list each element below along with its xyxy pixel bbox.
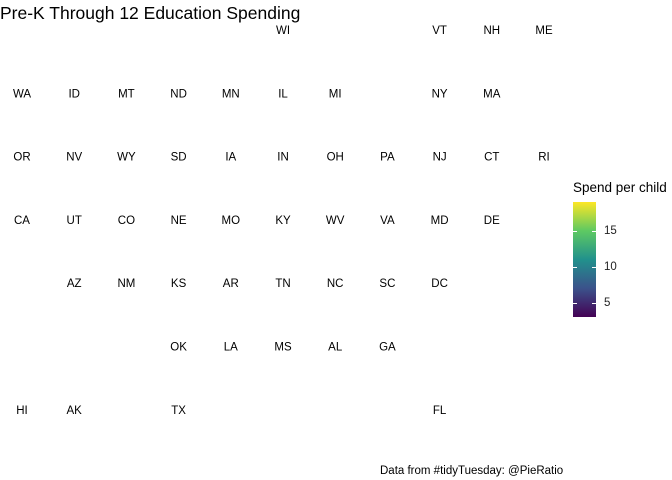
legend-colorbar (573, 202, 596, 317)
chart-caption: Data from #tidyTuesday: @PieRatio (380, 465, 564, 477)
state-label-dc: DC (431, 278, 448, 290)
state-label-fl: FL (433, 405, 447, 417)
legend-tick-mark (592, 230, 596, 232)
state-label-ct: CT (484, 152, 499, 164)
legend-tick-mark (573, 302, 577, 304)
state-label-sd: SD (171, 152, 187, 164)
state-label-mo: MO (222, 215, 241, 227)
state-label-wa: WA (13, 88, 31, 100)
state-label-az: AZ (67, 278, 82, 290)
state-label-mt: MT (118, 88, 135, 100)
state-label-ri: RI (538, 152, 550, 164)
state-label-ar: AR (223, 278, 239, 290)
legend-tick-label: 10 (604, 260, 617, 273)
state-label-ca: CA (14, 215, 30, 227)
state-label-ma: MA (483, 88, 501, 100)
state-label-co: CO (118, 215, 135, 227)
state-label-ny: NY (432, 88, 448, 100)
state-label-al: AL (328, 342, 343, 354)
state-label-mn: MN (222, 88, 240, 100)
state-label-tn: TN (275, 278, 290, 290)
state-label-sc: SC (379, 278, 395, 290)
state-label-me: ME (535, 25, 553, 37)
state-label-ga: GA (379, 342, 396, 354)
state-label-ky: KY (275, 215, 291, 227)
state-label-id: ID (68, 88, 80, 100)
state-label-nc: NC (327, 278, 344, 290)
state-label-tx: TX (171, 405, 186, 417)
state-label-ut: UT (67, 215, 82, 227)
state-label-ne: NE (171, 215, 187, 227)
state-label-nm: NM (117, 278, 135, 290)
legend-tick-mark (573, 230, 577, 232)
legend-tick-label: 5 (604, 296, 611, 309)
state-label-in: IN (277, 152, 289, 164)
state-label-nd: ND (170, 88, 187, 100)
state-label-de: DE (484, 215, 500, 227)
state-label-md: MD (431, 215, 449, 227)
legend-tick-mark (592, 302, 596, 304)
state-label-nj: NJ (433, 152, 447, 164)
state-label-vt: VT (432, 25, 447, 37)
legend-tick-label: 15 (604, 224, 617, 237)
state-label-ok: OK (170, 342, 187, 354)
state-label-pa: PA (380, 152, 395, 164)
state-label-mi: MI (329, 88, 342, 100)
state-label-oh: OH (327, 152, 344, 164)
state-label-wi: WI (276, 25, 290, 37)
legend-tick-mark (592, 266, 596, 268)
legend-tick-mark (573, 266, 577, 268)
state-label-ks: KS (171, 278, 187, 290)
state-label-or: OR (13, 152, 30, 164)
state-label-wy: WY (117, 152, 136, 164)
chart-title: Pre-K Through 12 Education Spending (0, 3, 301, 23)
state-label-il: IL (278, 88, 288, 100)
state-label-la: LA (224, 342, 238, 354)
state-label-ms: MS (274, 342, 292, 354)
state-label-wv: WV (326, 215, 345, 227)
state-label-ak: AK (67, 405, 83, 417)
state-label-hi: HI (16, 405, 28, 417)
state-label-va: VA (380, 215, 395, 227)
state-label-nv: NV (66, 152, 82, 164)
legend-title: Spend per child (573, 180, 667, 195)
tile-map: WI VT NH ME WA ID MT ND MN IL MI NY MA OR NV WY SD IA IN OH… (13, 25, 553, 417)
state-label-ia: IA (225, 152, 236, 164)
state-label-nh: NH (483, 25, 500, 37)
